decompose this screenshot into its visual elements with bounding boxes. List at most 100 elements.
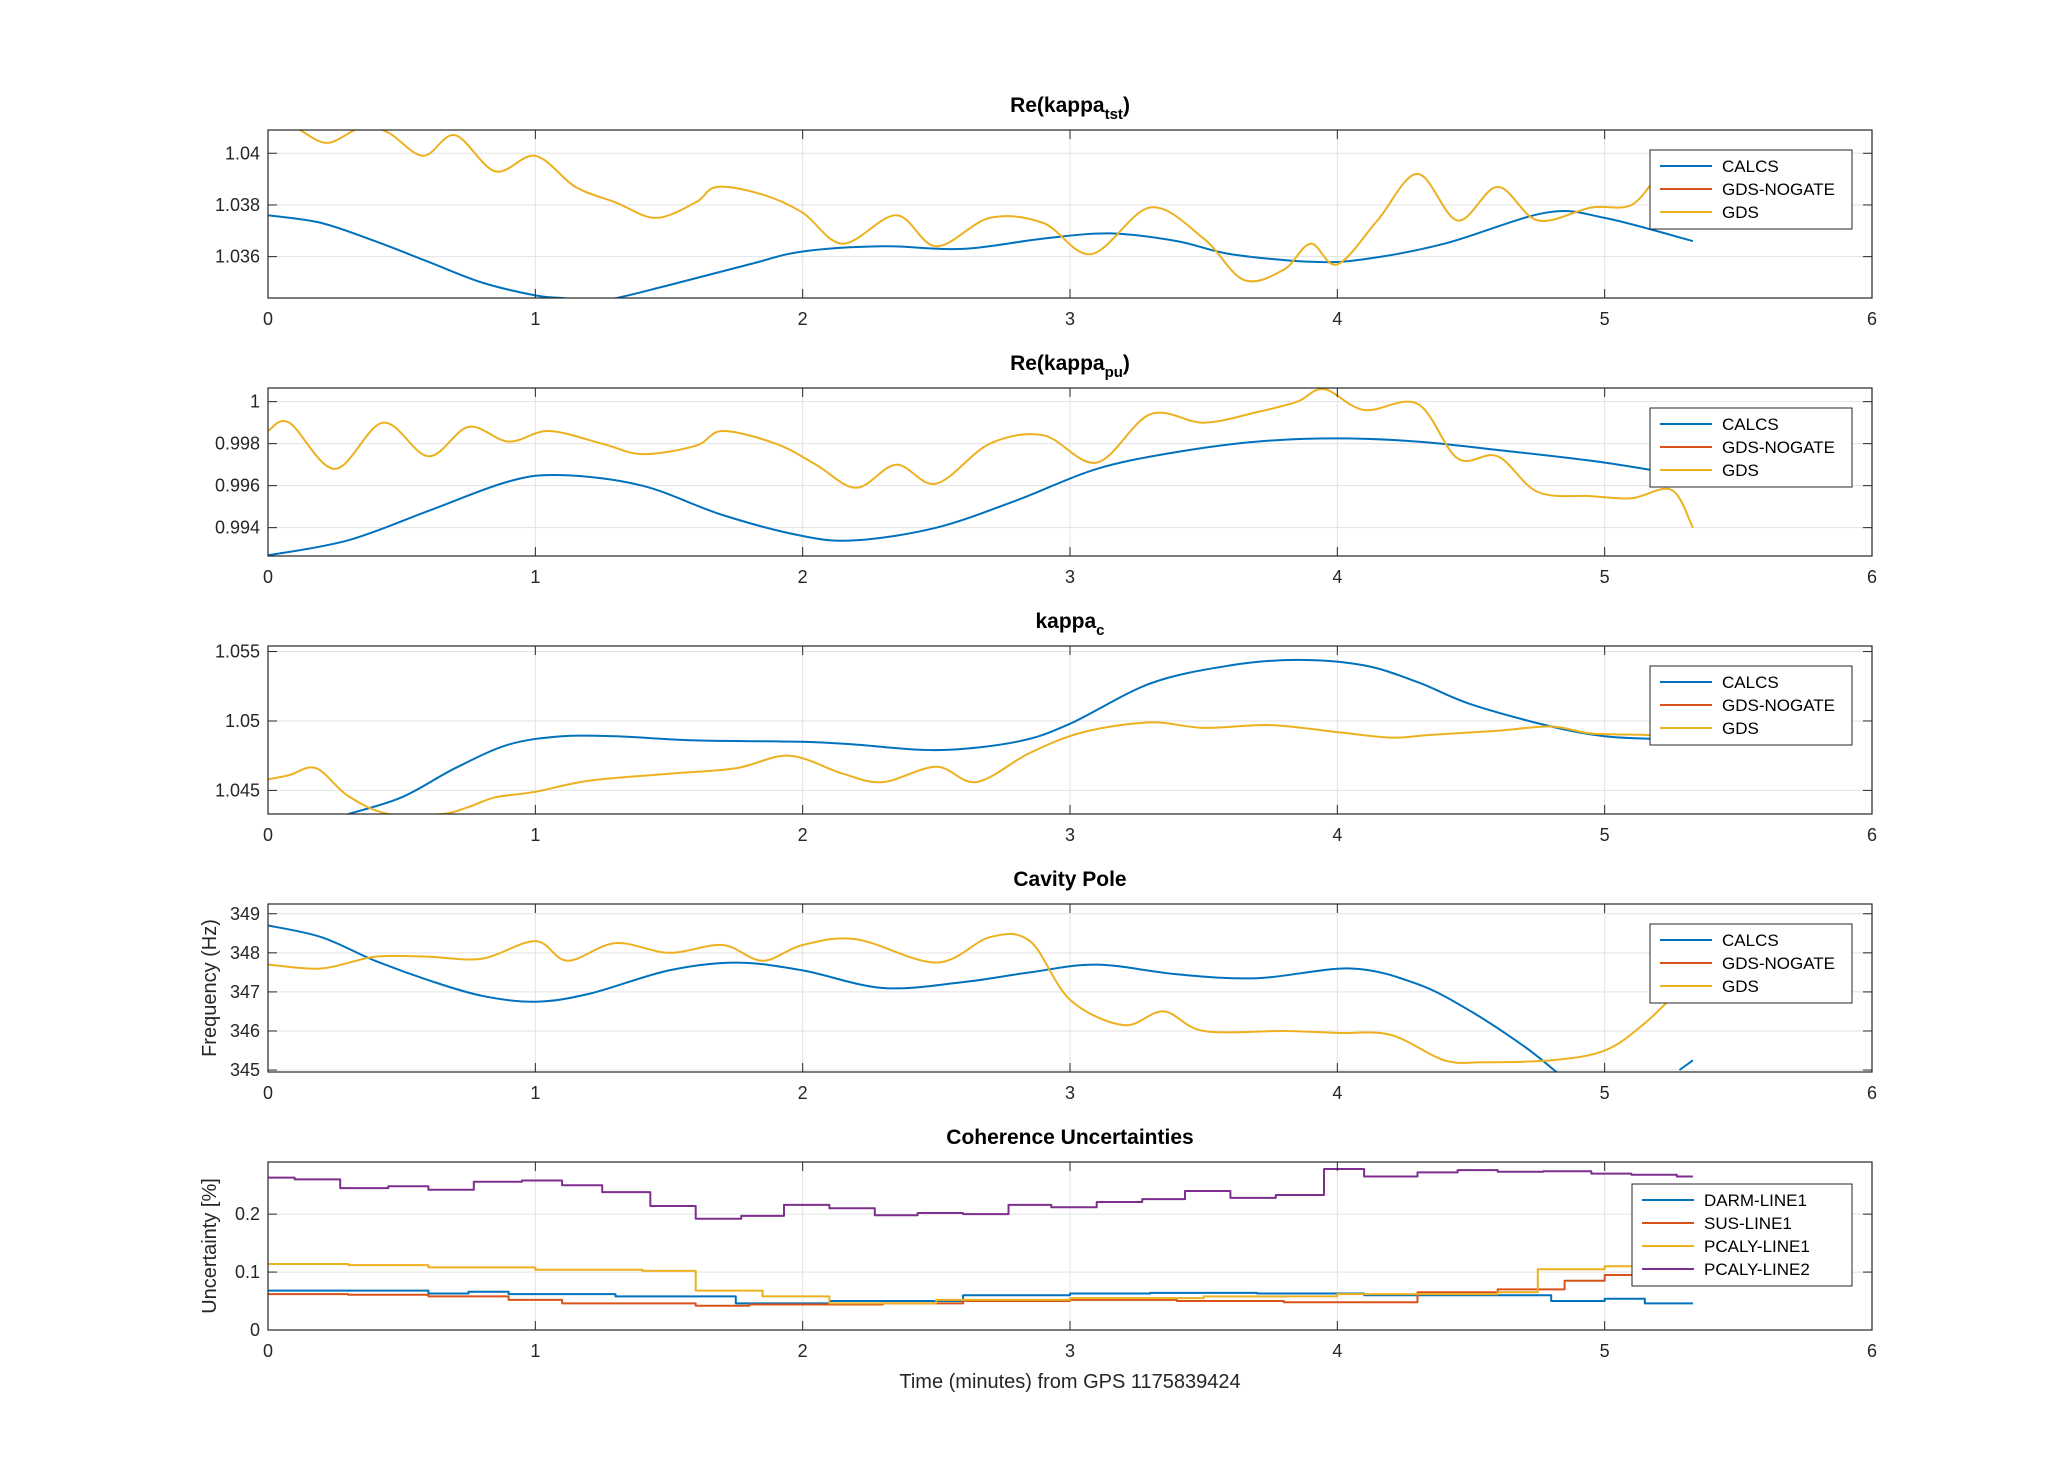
x-tick-label: 1 bbox=[530, 309, 540, 329]
series-line-calcs bbox=[347, 658, 1659, 814]
series-group bbox=[268, 924, 1694, 1072]
series-line-pcaly-line2 bbox=[268, 1168, 1693, 1220]
title-end: ) bbox=[1123, 352, 1130, 375]
legend-entry: CALCS bbox=[1722, 673, 1779, 692]
x-tick-label: 6 bbox=[1867, 825, 1877, 845]
panel-title: Coherence Uncertainties bbox=[946, 1126, 1193, 1149]
x-tick-label: 1 bbox=[530, 1341, 540, 1361]
series-group bbox=[268, 130, 1694, 298]
x-tick-label: 3 bbox=[1065, 1083, 1075, 1103]
legend-entry: GDS-NOGATE bbox=[1722, 954, 1835, 973]
panel-title: Re(kappapu) bbox=[1010, 352, 1130, 381]
series-line-gds bbox=[268, 721, 1664, 814]
title-main: kappa bbox=[1035, 610, 1096, 633]
y-tick-label: 0.998 bbox=[215, 434, 260, 454]
series-line-gds bbox=[298, 130, 1659, 283]
series-line-calcs bbox=[268, 924, 1558, 1072]
x-tick-label: 2 bbox=[798, 825, 808, 845]
panel-2: 0 1 2 3 4 5 6 0.994 0.996 0.998 1 Re(kappapu) CALCS G… bbox=[215, 352, 1877, 587]
y-tick-label: 0.1 bbox=[235, 1262, 260, 1282]
x-tick-label: 3 bbox=[1065, 309, 1075, 329]
legend-entry: GDS bbox=[1722, 203, 1759, 222]
x-tick-label: 2 bbox=[798, 309, 808, 329]
y-tick-label: 0.2 bbox=[235, 1204, 260, 1224]
title-subscript: pu bbox=[1105, 364, 1123, 381]
series-group bbox=[268, 388, 1694, 556]
x-tick-label: 0 bbox=[263, 567, 273, 587]
legend: CALCS GDS-NOGATE GDS bbox=[1649, 923, 1853, 1004]
x-tick-label: 5 bbox=[1600, 1083, 1610, 1103]
y-tick-label: 1.055 bbox=[215, 642, 260, 662]
x-tick-label: 5 bbox=[1600, 1341, 1610, 1361]
x-tick-label: 3 bbox=[1065, 825, 1075, 845]
series-group bbox=[268, 1168, 1693, 1307]
legend-entry: CALCS bbox=[1722, 415, 1779, 434]
x-tick-label: 2 bbox=[798, 1083, 808, 1103]
x-tick-label: 6 bbox=[1867, 567, 1877, 587]
legend-entry: GDS bbox=[1722, 719, 1759, 738]
y-tick-label: 1.036 bbox=[215, 247, 260, 267]
legend: CALCS GDS-NOGATE GDS bbox=[1649, 665, 1853, 746]
grid bbox=[267, 130, 1873, 298]
y-axis-label: Uncertainty [%] bbox=[199, 1178, 221, 1314]
title-subscript: tst bbox=[1105, 106, 1123, 123]
x-tick-label: 3 bbox=[1065, 1341, 1075, 1361]
panel-title: kappac bbox=[1035, 610, 1104, 639]
legend: CALCS GDS-NOGATE GDS bbox=[1649, 149, 1853, 230]
panel-3: 0 1 2 3 4 5 6 1.045 1.05 1.055 kappac CALCS GDS-NOGA… bbox=[215, 610, 1877, 845]
y-tick-label: 1.05 bbox=[225, 711, 260, 731]
x-tick-label: 4 bbox=[1332, 825, 1342, 845]
title-main: Re(kappa bbox=[1010, 352, 1105, 375]
y-tick-label: 345 bbox=[230, 1060, 260, 1080]
x-tick-label: 5 bbox=[1600, 825, 1610, 845]
title-subscript: c bbox=[1096, 622, 1104, 639]
x-tick-label: 1 bbox=[530, 567, 540, 587]
x-axis-label: Time (minutes) from GPS 1175839424 bbox=[899, 1371, 1240, 1393]
series-line-darm-line1 bbox=[268, 1289, 1693, 1305]
x-tick-label: 5 bbox=[1600, 309, 1610, 329]
title-main: Coherence Uncertainties bbox=[946, 1126, 1193, 1149]
legend: DARM-LINE1 SUS-LINE1 PCALY-LINE1 PCALY-LINE… bbox=[1631, 1183, 1853, 1287]
title-main: Re(kappa bbox=[1010, 94, 1105, 117]
title-main: Cavity Pole bbox=[1013, 868, 1126, 891]
series-line-pcaly-line1 bbox=[268, 1263, 1693, 1305]
x-tick-label: 0 bbox=[263, 309, 273, 329]
series-line-gds bbox=[268, 932, 1686, 1064]
x-tick-label: 6 bbox=[1867, 1083, 1877, 1103]
y-tick-label: 1.038 bbox=[215, 195, 260, 215]
x-tick-label: 4 bbox=[1332, 1083, 1342, 1103]
legend-entry: GDS-NOGATE bbox=[1722, 438, 1835, 457]
x-tick-label: 0 bbox=[263, 1341, 273, 1361]
series-line-gds bbox=[268, 388, 1694, 529]
y-tick-label: 346 bbox=[230, 1021, 260, 1041]
legend-entry: GDS-NOGATE bbox=[1722, 696, 1835, 715]
series-group bbox=[268, 658, 1664, 814]
x-tick-label: 5 bbox=[1600, 567, 1610, 587]
legend-entry: PCALY-LINE1 bbox=[1704, 1237, 1810, 1256]
legend-entry: CALCS bbox=[1722, 157, 1779, 176]
x-tick-label: 0 bbox=[263, 1083, 273, 1103]
panel-5: 0 1 2 3 4 5 6 0 0.1 0.2 Coherence Uncertainties Unc… bbox=[199, 1126, 1877, 1393]
x-tick-label: 2 bbox=[798, 567, 808, 587]
y-tick-label: 347 bbox=[230, 982, 260, 1002]
y-tick-label: 0.994 bbox=[215, 518, 260, 538]
series-line-sus-line1 bbox=[268, 1274, 1693, 1307]
x-tick-label: 3 bbox=[1065, 567, 1075, 587]
x-tick-label: 6 bbox=[1867, 309, 1877, 329]
x-tick-label: 4 bbox=[1332, 567, 1342, 587]
y-tick-label: 0.996 bbox=[215, 476, 260, 496]
legend-entry: DARM-LINE1 bbox=[1704, 1191, 1807, 1210]
x-tick-label: 4 bbox=[1332, 1341, 1342, 1361]
x-tick-label: 4 bbox=[1332, 309, 1342, 329]
x-tick-label: 0 bbox=[263, 825, 273, 845]
legend-entry: GDS-NOGATE bbox=[1722, 180, 1835, 199]
legend-entry: SUS-LINE1 bbox=[1704, 1214, 1792, 1233]
series-line-calcs-tail bbox=[1678, 1059, 1694, 1071]
y-axis-label: Frequency (Hz) bbox=[199, 919, 221, 1057]
y-tick-label: 1 bbox=[250, 392, 260, 412]
series-line-calcs bbox=[268, 437, 1694, 556]
legend-entry: PCALY-LINE2 bbox=[1704, 1260, 1810, 1279]
x-tick-label: 1 bbox=[530, 825, 540, 845]
